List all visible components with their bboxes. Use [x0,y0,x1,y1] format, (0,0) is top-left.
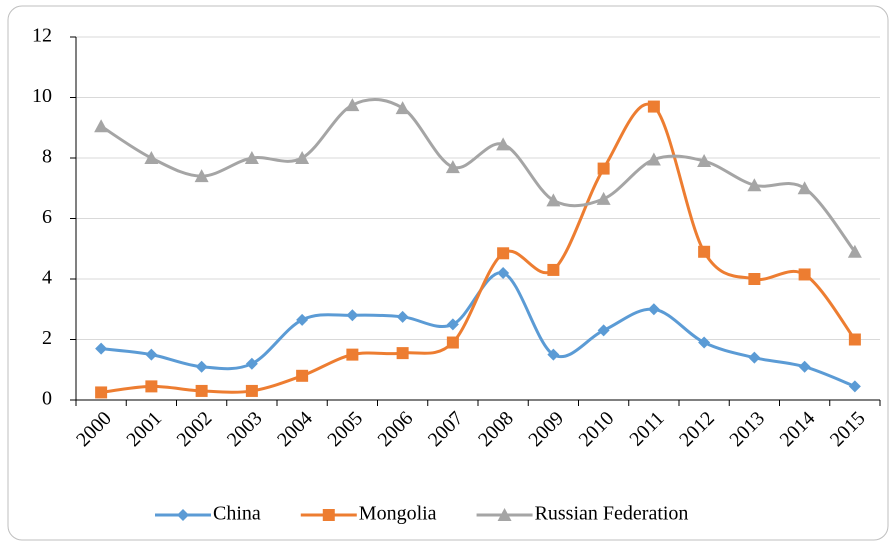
marker [346,348,359,361]
marker [747,178,762,192]
marker [195,384,208,397]
marker [345,98,360,112]
legend-item: Mongolia [300,503,437,525]
marker [95,386,108,399]
marker [597,162,610,175]
marker [195,360,208,373]
y-tick-label: 12 [32,25,52,47]
series [94,98,862,258]
marker [698,336,711,349]
legend-label: Mongolia [359,503,437,525]
marker [295,151,310,164]
marker [496,137,511,151]
marker [396,310,409,323]
marker [296,313,309,326]
marker [144,151,159,164]
marker [698,245,711,258]
marker [145,380,158,393]
marker [245,357,258,370]
marker [848,333,861,346]
marker [446,336,459,349]
marker [244,151,259,164]
marker [848,380,861,393]
y-tick-label: 6 [42,206,52,228]
marker [346,309,359,322]
marker [446,318,459,331]
marker [646,152,661,166]
marker [748,273,761,285]
y-tick-label: 2 [42,327,52,349]
legend-label: Russian Federation [535,503,689,525]
marker [697,154,712,168]
y-tick-label: 0 [42,388,52,410]
marker [798,268,811,281]
marker [497,247,510,260]
y-tick-label: 8 [42,146,52,168]
marker [497,508,512,521]
marker [847,244,862,258]
series [95,100,861,399]
marker [194,169,209,183]
marker [647,303,660,316]
marker [546,193,561,207]
marker [322,509,335,521]
legend-label: China [213,503,261,525]
marker [445,160,460,174]
marker [798,360,811,373]
line [100,98,857,253]
marker [748,351,761,364]
marker [94,119,109,133]
marker [296,369,309,382]
marker [547,263,560,276]
marker [245,384,258,397]
marker [177,509,189,521]
marker [395,101,410,115]
marker [597,324,610,337]
marker [497,266,510,279]
marker [797,181,812,195]
legend-item: China [155,503,261,525]
marker [547,348,560,361]
marker [647,100,660,113]
legend-item: Russian Federation [476,503,689,525]
marker [396,347,409,360]
marker [596,191,611,205]
line [100,271,856,388]
marker [145,348,158,361]
marker [95,342,108,355]
series [95,266,861,393]
y-tick-label: 10 [32,85,52,107]
y-tick-label: 4 [42,267,52,289]
